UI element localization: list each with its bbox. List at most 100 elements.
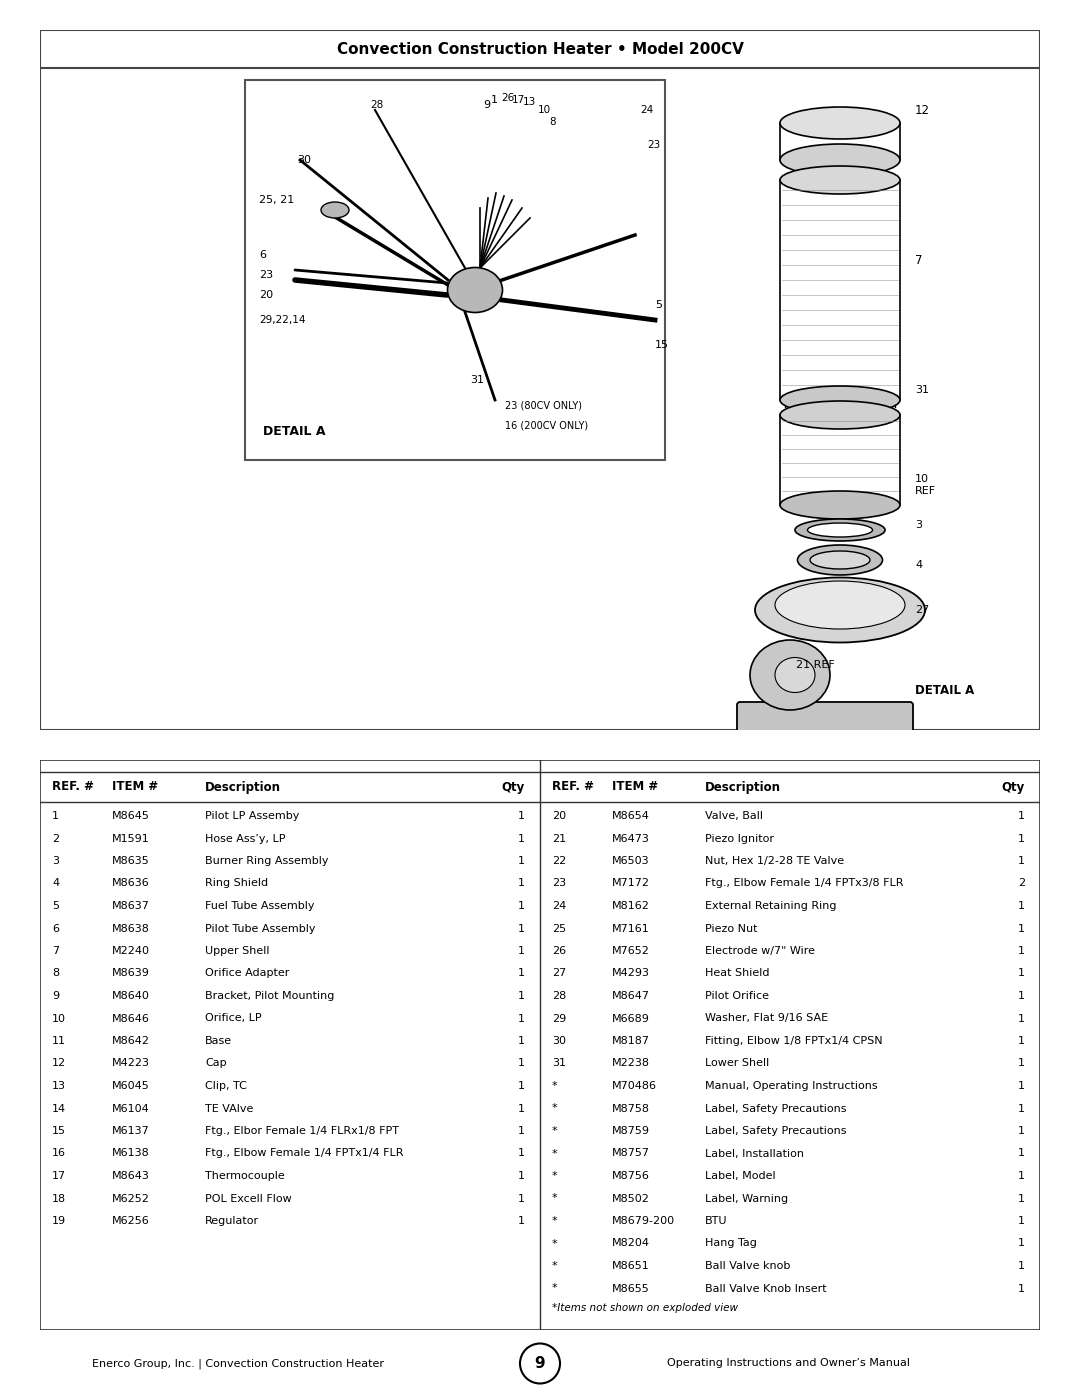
Text: 16 (200CV ONLY): 16 (200CV ONLY) [505,420,589,430]
Text: *: * [552,1284,557,1294]
Text: M8646: M8646 [112,1013,150,1024]
Ellipse shape [780,108,900,138]
Text: M8636: M8636 [112,879,150,888]
Text: 1: 1 [1018,1284,1025,1294]
Text: ITEM #: ITEM # [112,781,158,793]
Text: 1: 1 [518,1013,525,1024]
Text: 26: 26 [501,94,514,103]
Text: Label, Warning: Label, Warning [705,1193,788,1203]
Text: 8: 8 [549,117,555,127]
Text: 1: 1 [1018,834,1025,844]
Text: Base: Base [205,1037,232,1046]
Text: 10: 10 [52,1013,66,1024]
Text: M8640: M8640 [112,990,150,1002]
Ellipse shape [808,522,873,536]
Text: 23 (80CV ONLY): 23 (80CV ONLY) [505,400,582,409]
Text: 1: 1 [1018,1037,1025,1046]
Text: 1: 1 [518,812,525,821]
Text: M8187: M8187 [612,1037,650,1046]
Text: Hang Tag: Hang Tag [705,1239,757,1249]
Text: 20: 20 [259,291,273,300]
Text: Cap: Cap [205,1059,227,1069]
Circle shape [519,1344,561,1383]
Text: Operating Instructions and Owner’s Manual: Operating Instructions and Owner’s Manua… [667,1358,909,1369]
Text: 29,22,14: 29,22,14 [259,314,306,326]
Ellipse shape [775,581,905,629]
Ellipse shape [785,826,835,845]
Text: M4223: M4223 [112,1059,150,1069]
Text: 23: 23 [552,879,566,888]
Text: 1: 1 [1018,1126,1025,1136]
Text: M7652: M7652 [612,946,650,956]
Text: M2238: M2238 [612,1059,650,1069]
Text: 28: 28 [370,101,383,110]
Text: M8654: M8654 [612,812,650,821]
Text: 1: 1 [518,1215,525,1227]
Text: 2: 2 [831,814,837,826]
Text: 27: 27 [915,605,929,615]
Text: M8759: M8759 [612,1126,650,1136]
Ellipse shape [780,386,900,414]
Text: 1: 1 [1018,1261,1025,1271]
Text: Orifice, LP: Orifice, LP [205,1013,261,1024]
Text: 18: 18 [52,1193,66,1203]
Bar [40,29,1040,68]
Text: 3: 3 [915,520,922,529]
Text: M8758: M8758 [612,1104,650,1113]
Ellipse shape [780,166,900,194]
Text: 27: 27 [552,968,566,978]
Text: 4: 4 [52,879,59,888]
Text: Description: Description [205,781,281,793]
Text: 25, 21: 25, 21 [259,196,294,205]
Text: Heat Shield: Heat Shield [705,968,769,978]
Text: M7161: M7161 [612,923,650,933]
Text: TE VAlve: TE VAlve [205,1104,254,1113]
Ellipse shape [780,490,900,520]
Text: 12: 12 [915,103,930,116]
Text: Piezo Nut: Piezo Nut [705,923,757,933]
Text: Label, Safety Precautions: Label, Safety Precautions [705,1104,847,1113]
Ellipse shape [447,267,502,313]
Text: 23: 23 [647,140,660,149]
Text: Label, Safety Precautions: Label, Safety Precautions [705,1126,847,1136]
Text: Pilot Orifice: Pilot Orifice [705,990,769,1002]
Text: 1: 1 [518,1037,525,1046]
Ellipse shape [780,144,900,176]
Text: M8639: M8639 [112,968,150,978]
Text: M6503: M6503 [612,856,650,866]
Text: Ball Valve Knob Insert: Ball Valve Knob Insert [705,1284,826,1294]
Text: Fitting, Elbow 1/8 FPTx1/4 CPSN: Fitting, Elbow 1/8 FPTx1/4 CPSN [705,1037,882,1046]
Text: External Retaining Ring: External Retaining Ring [705,901,837,911]
Text: 1: 1 [1018,1193,1025,1203]
Text: Pilot Tube Assembly: Pilot Tube Assembly [205,923,315,933]
Text: 7: 7 [915,253,922,267]
Text: 2: 2 [52,834,59,844]
Text: 1: 1 [518,1059,525,1069]
Text: Thermocouple: Thermocouple [205,1171,285,1180]
Text: 17: 17 [512,95,525,105]
Text: 15: 15 [654,339,669,351]
Text: Manual, Operating Instructions: Manual, Operating Instructions [705,1081,878,1091]
Text: Ftg., Elbow Female 1/4 FPTx1/4 FLR: Ftg., Elbow Female 1/4 FPTx1/4 FLR [205,1148,404,1158]
Text: M6138: M6138 [112,1148,150,1158]
Text: M8645: M8645 [112,812,150,821]
Text: M8643: M8643 [112,1171,150,1180]
Text: 1: 1 [1018,812,1025,821]
Text: 30: 30 [297,155,311,165]
Text: *: * [552,1261,557,1271]
Ellipse shape [810,550,870,569]
Text: 15: 15 [52,1126,66,1136]
Text: Qty: Qty [1002,781,1025,793]
Text: M1591: M1591 [112,834,150,844]
Text: M6045: M6045 [112,1081,150,1091]
Text: M8635: M8635 [112,856,150,866]
Text: 5: 5 [52,901,59,911]
Text: 1: 1 [518,1193,525,1203]
Text: 6: 6 [259,250,266,260]
Text: *Items not shown on exploded view: *Items not shown on exploded view [552,1303,738,1313]
Text: Description: Description [705,781,781,793]
Text: *: * [552,1239,557,1249]
Text: Hose Ass’y, LP: Hose Ass’y, LP [205,834,285,844]
Text: M4293: M4293 [612,968,650,978]
Text: Clip, TC: Clip, TC [205,1081,247,1091]
